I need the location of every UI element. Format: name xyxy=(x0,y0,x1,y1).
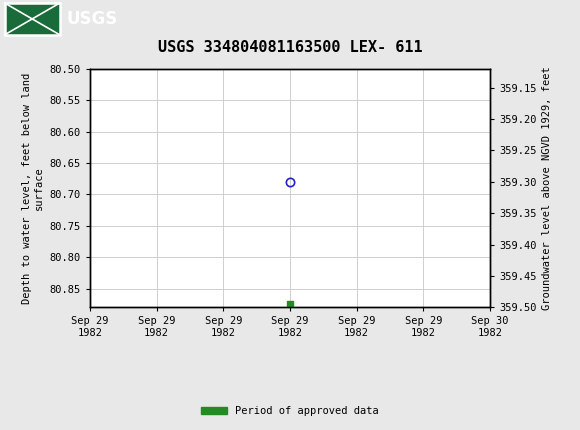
Y-axis label: Groundwater level above NGVD 1929, feet: Groundwater level above NGVD 1929, feet xyxy=(542,66,552,310)
Legend: Period of approved data: Period of approved data xyxy=(197,402,383,421)
FancyBboxPatch shape xyxy=(5,3,60,35)
Text: USGS: USGS xyxy=(67,10,118,28)
Text: USGS 334804081163500 LEX- 611: USGS 334804081163500 LEX- 611 xyxy=(158,40,422,55)
Y-axis label: Depth to water level, feet below land
surface: Depth to water level, feet below land su… xyxy=(23,73,44,304)
